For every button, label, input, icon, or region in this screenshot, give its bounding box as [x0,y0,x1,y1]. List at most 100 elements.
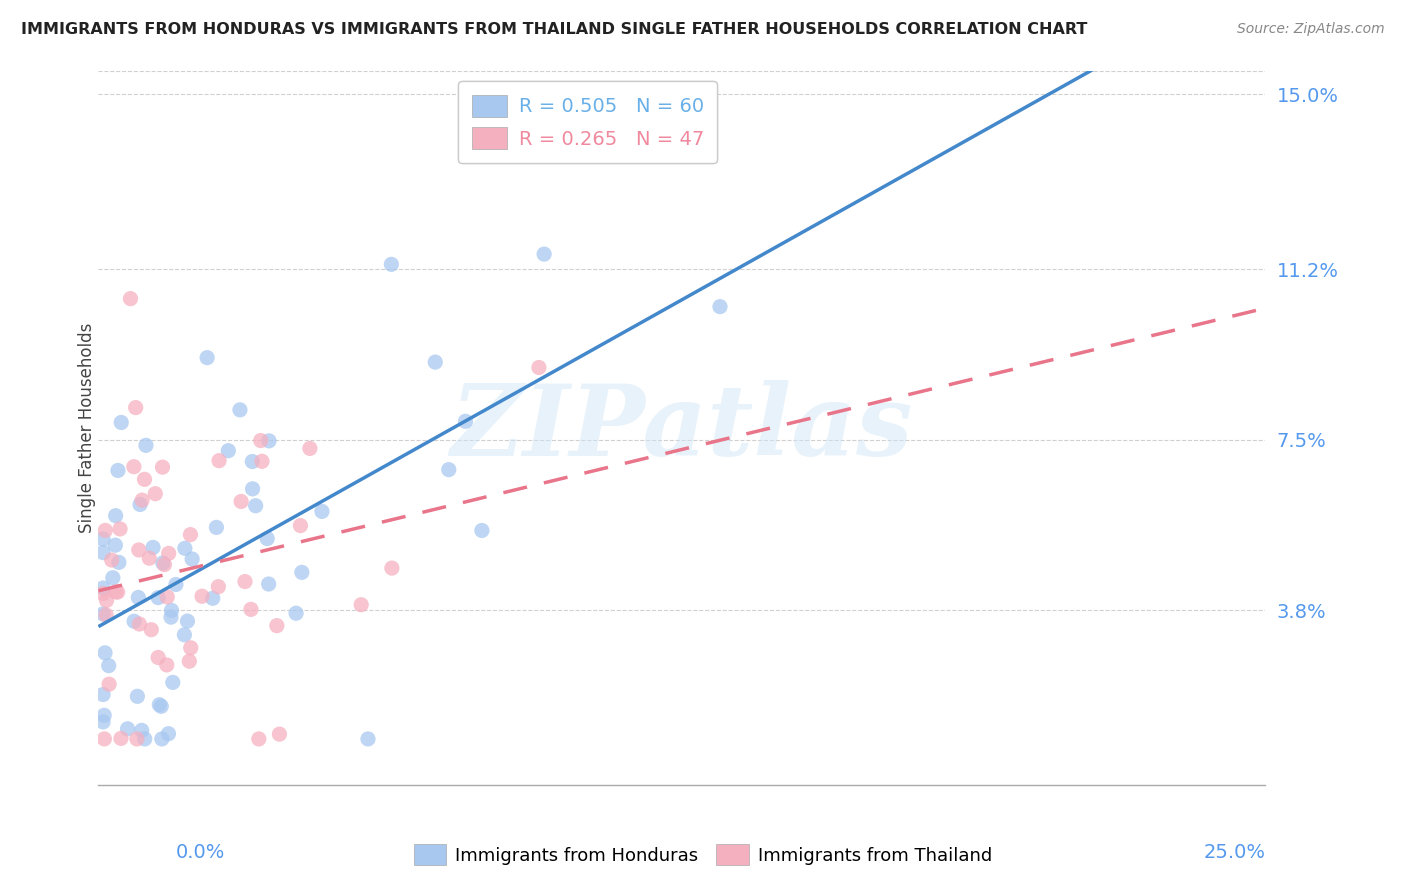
Point [94,524,117,538]
Point [249,434,271,448]
Point [91,532,114,546]
Point [128,543,150,558]
Legend: R = 0.505   N = 60, R = 0.265   N = 47: R = 0.505 N = 60, R = 0.265 N = 47 [458,81,717,163]
Point [527,360,550,375]
Point [285,606,308,620]
Point [107,585,129,599]
Point [425,355,447,369]
Point [91,586,114,600]
Point [146,650,169,665]
Point [91,714,114,729]
Point [176,614,198,628]
Point [128,617,150,632]
Point [350,598,373,612]
Point [266,618,288,632]
Point [179,527,201,541]
Point [150,699,173,714]
Point [298,442,321,456]
Point [135,438,157,452]
Point [191,589,214,603]
Point [91,607,114,621]
Point [110,731,132,746]
Point [142,541,165,555]
Point [162,675,184,690]
Point [205,520,228,534]
Point [201,591,224,606]
Point [138,551,160,566]
Point [93,708,115,723]
Point [98,677,121,691]
Point [381,561,404,575]
Point [160,603,183,617]
Point [91,545,114,559]
Point [131,723,153,738]
Point [156,657,179,672]
Point [125,731,148,746]
Point [533,247,555,261]
Point [93,731,115,746]
Point [108,555,131,569]
Point [97,658,120,673]
Point [141,623,163,637]
Point [94,646,117,660]
Point [110,416,132,430]
Point [91,688,114,702]
Point [131,493,153,508]
Point [148,698,170,712]
Point [181,552,204,566]
Point [179,654,201,668]
Point [108,522,131,536]
Point [437,462,460,476]
Point [180,640,202,655]
Point [269,727,291,741]
Point [291,566,314,580]
Point [173,541,195,556]
Point [290,518,312,533]
Point [380,257,402,271]
Legend: Immigrants from Honduras, Immigrants from Thailand: Immigrants from Honduras, Immigrants fro… [405,835,1001,874]
Point [104,584,127,599]
Point [229,402,252,417]
Point [153,558,176,572]
Point [127,690,149,704]
Point [245,499,267,513]
Point [96,593,118,607]
Point [127,591,149,605]
Point [229,494,252,508]
Point [100,553,122,567]
Point [709,300,731,314]
Point [250,454,273,468]
Point [217,443,239,458]
Point [233,574,256,589]
Point [104,508,127,523]
Text: Source: ZipAtlas.com: Source: ZipAtlas.com [1237,22,1385,37]
Point [122,459,145,474]
Point [124,401,146,415]
Point [240,454,263,468]
Point [357,731,380,746]
Text: ZIPatlas: ZIPatlas [451,380,912,476]
Point [107,463,129,477]
Text: IMMIGRANTS FROM HONDURAS VS IMMIGRANTS FROM THAILAND SINGLE FATHER HOUSEHOLDS CO: IMMIGRANTS FROM HONDURAS VS IMMIGRANTS F… [21,22,1087,37]
Point [101,571,124,585]
Point [122,614,145,628]
Point [134,731,156,746]
Point [257,577,280,591]
Point [208,453,231,467]
Point [157,546,180,560]
Y-axis label: Single Father Households: Single Father Households [79,323,96,533]
Point [256,532,278,546]
Point [134,472,156,486]
Point [471,524,494,538]
Point [156,590,179,604]
Point [207,580,229,594]
Text: 25.0%: 25.0% [1204,843,1265,862]
Point [150,731,173,746]
Point [157,727,180,741]
Point [173,628,195,642]
Point [91,581,114,595]
Point [104,538,127,552]
Text: 0.0%: 0.0% [176,843,225,862]
Point [129,498,152,512]
Point [195,351,218,365]
